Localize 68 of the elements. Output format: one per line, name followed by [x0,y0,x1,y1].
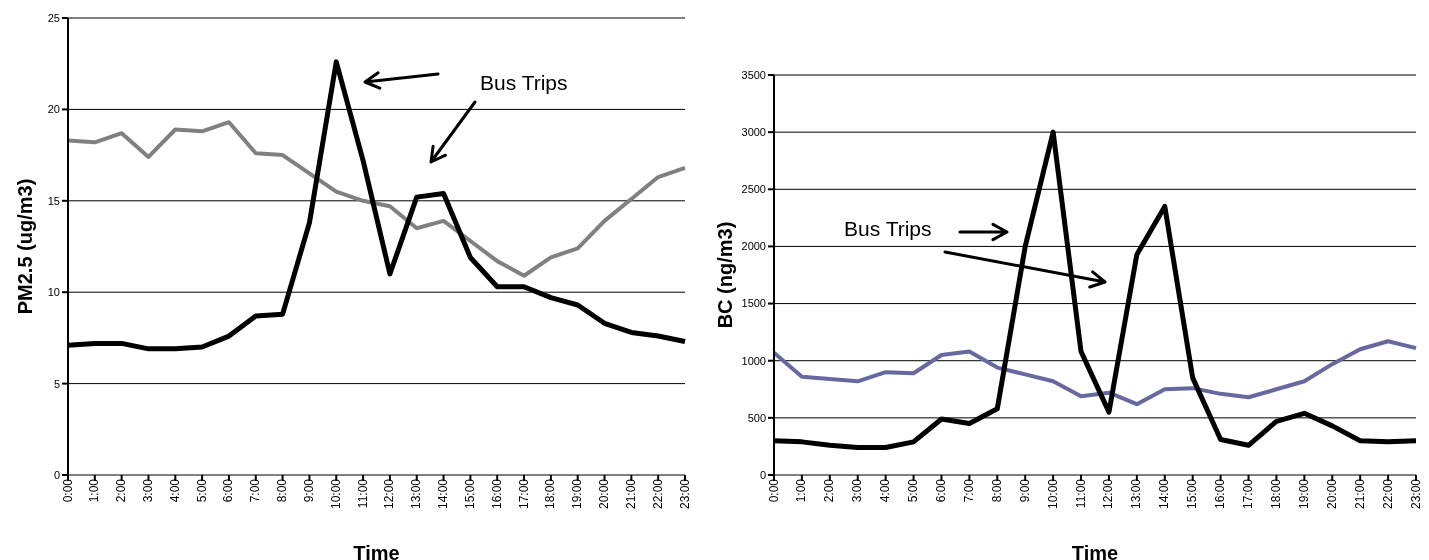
x-tick-label: 3:00 [850,478,865,503]
x-tick-label: 10:00 [328,478,343,510]
x-tick-label: 5:00 [194,478,209,503]
x-tick-label: 8:00 [275,478,290,503]
x-tick-label: 19:00 [1296,478,1311,510]
y-tick-label: 3000 [741,126,766,139]
annotation: Bus Trips [480,71,568,94]
y-tick-label: 25 [47,11,60,24]
y-tick-label: 5 [53,377,60,390]
x-tick-label: 1:00 [87,478,102,503]
y-tick-label: 2000 [741,240,766,253]
y-tick-label: 0 [53,468,60,481]
y-tick-label: 500 [747,411,766,424]
x-axis-title: Time [353,542,400,560]
x-tick-label: 0:00 [766,478,781,503]
x-tick-label: 16:00 [1213,478,1228,510]
x-tick-label: 4:00 [878,478,893,503]
x-tick-label: 6:00 [934,478,948,503]
x-tick-label: 22:00 [650,478,665,510]
x-tick-label: 4:00 [167,478,182,503]
x-tick-label: 13:00 [409,478,424,510]
y-axis-title: BC (ng/m3) [714,221,736,329]
x-tick-label: 9:00 [301,478,316,503]
y-tick-label: 10 [47,286,60,299]
y-tick-label: 0 [759,468,766,481]
x-tick-label: 7:00 [248,478,263,503]
x-tick-label: 22:00 [1380,478,1395,510]
x-tick-label: 7:00 [961,478,976,503]
x-tick-label: 19:00 [570,478,585,510]
x-tick-label: 12:00 [382,478,397,510]
x-tick-label: 8:00 [989,478,1004,503]
x-tick-label: 17:00 [1241,478,1256,510]
x-tick-label: 13:00 [1129,478,1144,510]
y-tick-label: 15 [47,194,60,207]
x-tick-label: 2:00 [114,478,129,503]
x-tick-label: 23:00 [1408,478,1423,510]
x-tick-label: 17:00 [516,478,531,510]
x-tick-label: 6:00 [221,478,236,503]
x-tick-label: 20:00 [597,478,612,510]
x-tick-label: 16:00 [489,478,504,510]
x-tick-label: 15:00 [462,478,477,510]
annotation: Bus Trips [844,217,932,240]
x-tick-label: 2:00 [822,478,837,503]
y-tick-label: 2500 [741,183,766,196]
y-tick-label: 1500 [741,297,766,310]
x-tick-label: 11:00 [1073,478,1088,509]
x-tick-label: 12:00 [1101,478,1116,510]
y-tick-label: 20 [47,103,60,116]
x-tick-label: 5:00 [906,478,921,503]
x-axis-title: Time [1071,542,1119,560]
x-tick-label: 0:00 [60,478,75,503]
x-tick-label: 23:00 [677,478,692,510]
x-tick-label: 18:00 [1268,478,1283,510]
x-tick-label: 20:00 [1324,478,1339,510]
x-tick-label: 11:00 [355,478,370,509]
y-axis-title: PM2.5 (ug/m3) [14,178,36,315]
x-tick-label: 18:00 [543,478,558,510]
x-tick-label: 14:00 [1157,478,1172,510]
x-tick-label: 21:00 [1352,478,1367,510]
x-tick-label: 14:00 [436,478,451,510]
x-tick-label: 1:00 [794,478,809,503]
x-tick-label: 3:00 [141,478,155,503]
x-tick-label: 10:00 [1045,478,1060,510]
y-tick-label: 1000 [741,354,766,367]
x-tick-label: 9:00 [1017,478,1032,503]
x-tick-label: 21:00 [623,478,638,510]
x-tick-label: 15:00 [1185,478,1200,510]
y-tick-label: 3500 [741,68,766,81]
